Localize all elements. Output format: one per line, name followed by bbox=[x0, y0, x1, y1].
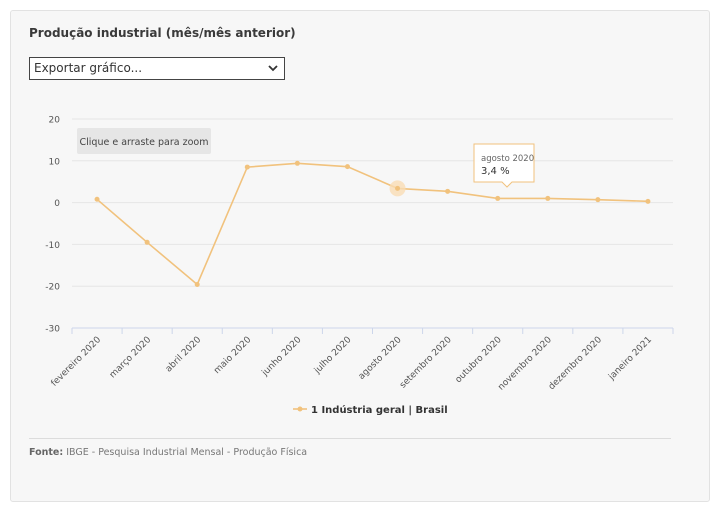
source-label: Fonte: bbox=[29, 447, 64, 458]
data-point[interactable] bbox=[595, 197, 601, 203]
chart-card bbox=[10, 10, 710, 502]
x-tick-label: fevereiro 2020 bbox=[50, 335, 104, 389]
data-point[interactable] bbox=[244, 164, 250, 170]
y-tick-label: -10 bbox=[45, 241, 60, 251]
tooltip-value: 3,4 % bbox=[481, 166, 510, 177]
x-tick-label: agosto 2020 bbox=[357, 335, 404, 382]
chart-title: Produção industrial (mês/mês anterior) bbox=[29, 26, 296, 40]
data-point[interactable] bbox=[344, 164, 350, 170]
data-point[interactable] bbox=[144, 239, 150, 245]
data-point[interactable] bbox=[194, 282, 200, 288]
y-tick-label: 10 bbox=[49, 157, 61, 167]
data-point[interactable] bbox=[645, 198, 651, 204]
export-select-label: Exportar gráfico... bbox=[34, 61, 143, 75]
export-chart-select[interactable]: Exportar gráfico... bbox=[29, 57, 285, 80]
x-tick-label: dezembro 2020 bbox=[547, 335, 604, 392]
data-point[interactable] bbox=[294, 160, 300, 166]
x-tick-label: maio 2020 bbox=[212, 335, 253, 376]
legend[interactable]: 1 Indústria geral | Brasil bbox=[293, 404, 448, 416]
legend-label: 1 Indústria geral | Brasil bbox=[311, 404, 448, 416]
footer-divider bbox=[29, 438, 671, 439]
y-tick-label: -30 bbox=[45, 325, 60, 335]
tooltip: agosto 2020 3,4 % bbox=[473, 143, 535, 188]
data-point[interactable] bbox=[545, 195, 551, 201]
y-tick-label: 0 bbox=[54, 199, 60, 209]
source-text: IBGE - Pesquisa Industrial Mensal - Prod… bbox=[66, 447, 308, 458]
zoom-hint: Clique e arraste para zoom bbox=[77, 128, 211, 154]
x-tick-label: março 2020 bbox=[108, 335, 153, 380]
source-note: Fonte: IBGE - Pesquisa Industrial Mensal… bbox=[29, 447, 307, 458]
x-tick-label: junho 2020 bbox=[260, 335, 304, 379]
x-tick-label: abril 2020 bbox=[164, 335, 204, 375]
data-point[interactable] bbox=[395, 185, 401, 191]
y-tick-label: 20 bbox=[49, 116, 61, 126]
zoom-hint-text: Clique e arraste para zoom bbox=[80, 137, 209, 148]
y-tick-label: -20 bbox=[45, 283, 60, 293]
data-point[interactable] bbox=[495, 195, 501, 201]
x-tick-label: outubro 2020 bbox=[454, 335, 504, 385]
data-point[interactable] bbox=[445, 188, 451, 194]
data-point[interactable] bbox=[94, 196, 100, 202]
tooltip-title: agosto 2020 bbox=[481, 154, 534, 164]
x-tick-label: janeiro 2021 bbox=[606, 335, 654, 383]
chevron-down-icon bbox=[268, 65, 278, 72]
x-tick-label: setembro 2020 bbox=[398, 335, 454, 391]
series-line bbox=[96, 162, 649, 286]
x-tick-label: novembro 2020 bbox=[496, 335, 554, 393]
x-tick-label: julho 2020 bbox=[312, 335, 354, 377]
